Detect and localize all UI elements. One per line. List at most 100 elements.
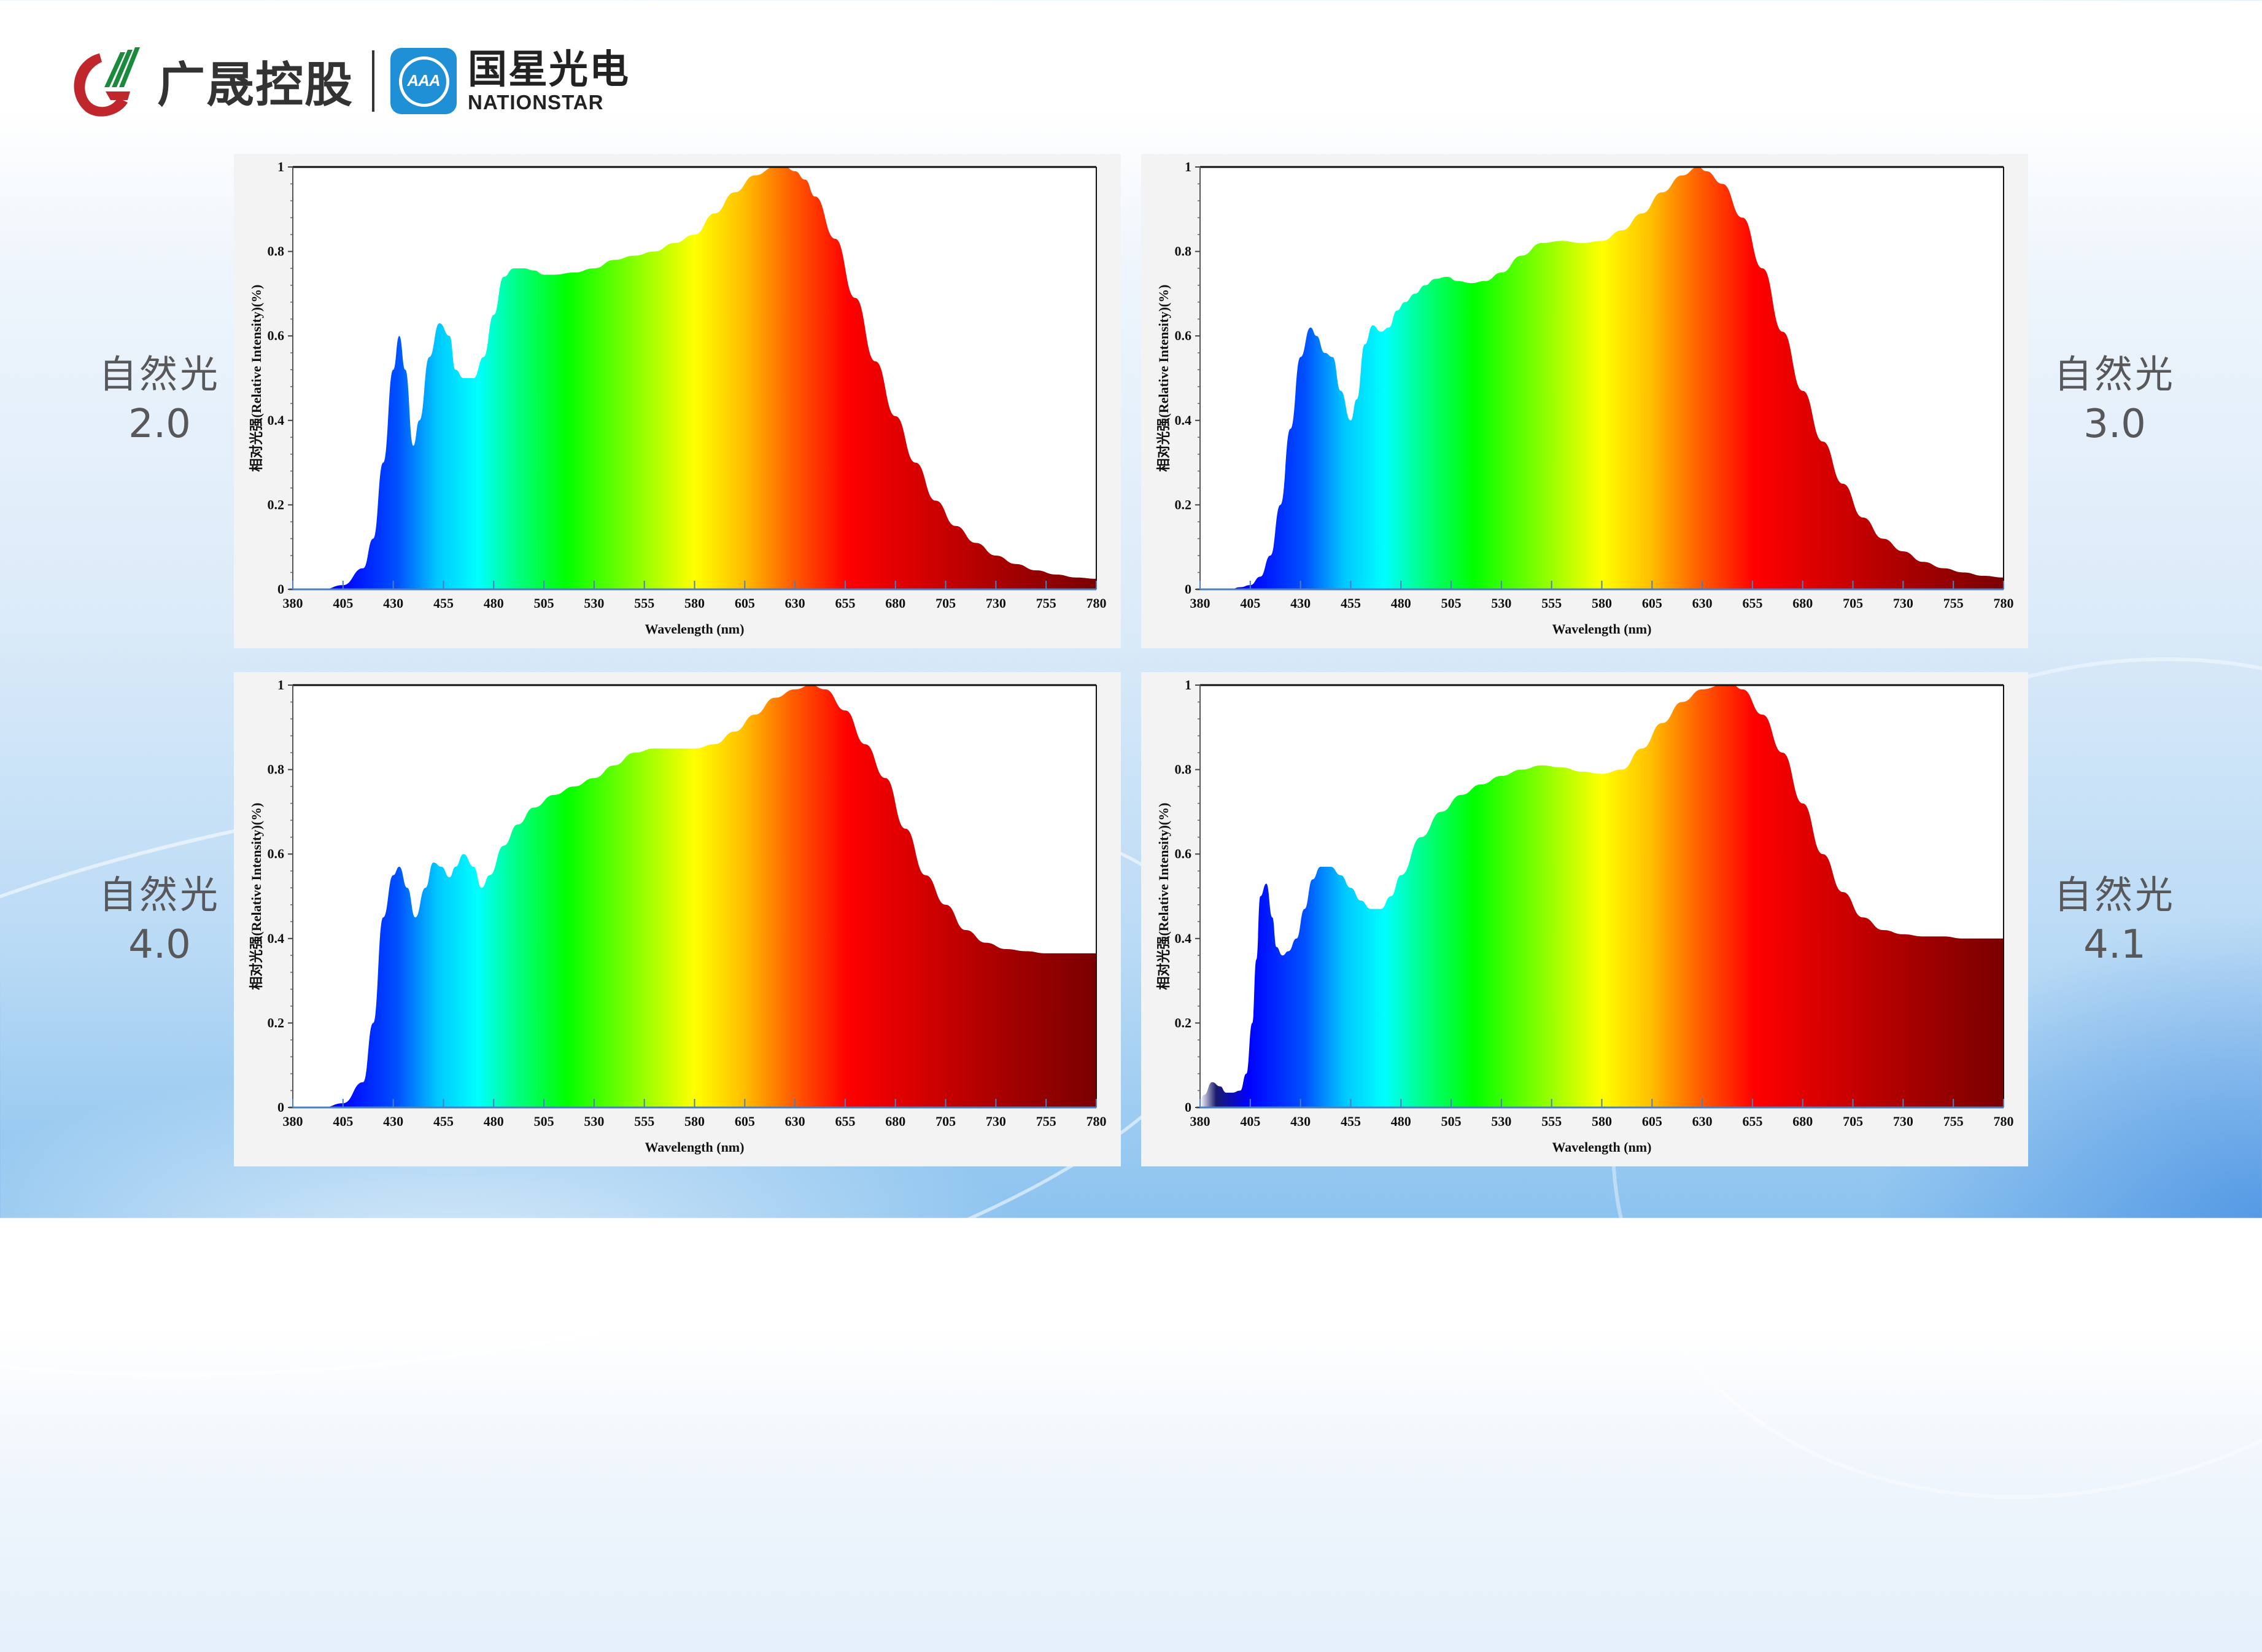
y-axis-title: 相对光强(Relative Intensity)(%) [249,285,264,472]
x-tick-label: 705 [1843,595,1863,611]
spectrum-area [1200,167,2004,589]
y-tick-label: 0.8 [1175,244,1192,259]
x-tick-label: 705 [935,1114,956,1129]
label-version: 2.0 [128,401,191,447]
x-tick-label: 655 [1742,1114,1762,1129]
y-tick-label: 0.6 [1175,846,1192,861]
x-tick-label: 555 [634,1114,654,1129]
guangsheng-brand-name: 广晟控股 [157,58,354,113]
x-tick-label: 405 [333,595,353,611]
y-axis-title: 相对光强(Relative Intensity)(%) [249,803,264,990]
x-tick-label: 530 [584,595,604,611]
spectrum-chart-3-0: 0 0.2 0.4 0.6 0.8 1 380 405 430 455 480 505 530 555 58… [1141,154,2028,648]
y-tick-label: 0.2 [1175,1015,1192,1030]
guangsheng-logo-icon [61,41,153,121]
x-tick-label: 755 [1036,1114,1056,1129]
x-tick-label: 580 [684,1114,705,1129]
x-tick-label: 755 [1036,595,1056,611]
x-tick-label: 730 [1893,1114,1913,1129]
label-title: 自然光 [98,872,220,917]
x-tick-label: 430 [383,1114,403,1129]
x-tick-label: 455 [1341,1114,1361,1129]
x-tick-label: 505 [1441,1114,1462,1129]
nationstar-brand-en: NATIONSTAR [468,91,604,114]
y-tick-label: 0.6 [268,328,285,343]
x-tick-label: 605 [1642,595,1662,611]
spectrum-chart-4-0: 0 0.2 0.4 0.6 0.8 1 380 405 430 455 480 505 530 555 58… [234,672,1121,1166]
y-tick-label: 1 [277,159,284,174]
x-tick-label: 555 [634,595,654,611]
logo-divider [372,50,375,112]
x-tick-label: 630 [785,1114,805,1129]
spectrum-plot: 0 0.2 0.4 0.6 0.8 1 380 405 430 455 480 505 530 555 58… [1156,159,2014,637]
y-tick-label: 1 [1185,677,1191,692]
x-tick-label: 480 [1391,595,1411,611]
x-axis-title: Wavelength (nm) [645,1139,745,1155]
x-tick-label: 630 [1692,595,1713,611]
label-version: 3.0 [2083,401,2146,447]
x-tick-label: 780 [1086,595,1107,611]
nationstar-brand-cn: 国星光电 [468,47,630,93]
x-tick-label: 755 [1943,1114,1964,1129]
y-tick-label: 0.4 [268,931,285,946]
x-axis-title: Wavelength (nm) [1552,621,1652,637]
x-tick-label: 680 [1792,595,1813,611]
x-tick-label: 730 [986,595,1006,611]
x-tick-label: 705 [935,595,956,611]
spectrum-plot: 0 0.2 0.4 0.6 0.8 1 380 405 430 455 480 505 530 555 58… [249,159,1107,637]
x-tick-label: 580 [684,595,705,611]
x-tick-label: 380 [283,1114,303,1129]
x-tick-label: 655 [835,1114,855,1129]
x-tick-label: 530 [584,1114,604,1129]
x-tick-label: 505 [534,1114,554,1129]
x-tick-label: 730 [1893,595,1913,611]
x-tick-label: 455 [433,1114,454,1129]
x-tick-label: 705 [1843,1114,1863,1129]
x-tick-label: 430 [1290,595,1311,611]
nationstar-aaa-icon: AAA [390,48,457,114]
x-tick-label: 480 [484,595,504,611]
label-title: 自然光 [2053,872,2175,917]
spectrum-area [1200,685,2004,1107]
label-natural-light-2-0: 自然光 2.0 [68,350,252,449]
x-tick-label: 780 [1994,1114,2014,1129]
x-tick-label: 730 [986,1114,1006,1129]
spectrum-plot: 0 0.2 0.4 0.6 0.8 1 380 405 430 455 480 505 530 555 58… [1156,677,2014,1155]
y-axis-title: 相对光强(Relative Intensity)(%) [1156,285,1171,472]
y-tick-label: 0.2 [1175,497,1192,512]
y-tick-label: 0.4 [1175,931,1192,946]
y-tick-label: 0.8 [1175,762,1192,777]
x-tick-label: 680 [885,595,905,611]
x-tick-label: 605 [735,1114,755,1129]
nationstar-aaa-text: AAA [407,71,440,90]
y-tick-label: 0 [277,1099,284,1115]
x-tick-label: 630 [785,595,805,611]
x-tick-label: 430 [1290,1114,1311,1129]
nationstar-brand: 国星光电 NATIONSTAR [468,48,630,114]
x-tick-label: 405 [1240,595,1260,611]
x-tick-label: 480 [484,1114,504,1129]
x-tick-label: 605 [1642,1114,1662,1129]
label-natural-light-4-1: 自然光 4.1 [2023,871,2207,970]
x-tick-label: 580 [1592,595,1612,611]
x-tick-label: 480 [1391,1114,1411,1129]
label-title: 自然光 [98,352,220,397]
x-tick-label: 380 [283,595,303,611]
x-tick-label: 555 [1541,1114,1562,1129]
label-version: 4.1 [2083,922,2146,968]
y-tick-label: 0 [1185,581,1191,597]
y-tick-label: 0.8 [268,244,285,259]
label-version: 4.0 [128,922,191,968]
x-tick-label: 530 [1491,1114,1511,1129]
label-natural-light-3-0: 自然光 3.0 [2023,350,2207,449]
y-tick-label: 0 [277,581,284,597]
y-axis-title: 相对光强(Relative Intensity)(%) [1156,803,1171,990]
x-tick-label: 780 [1086,1114,1107,1129]
y-tick-label: 0.4 [268,413,285,428]
x-tick-label: 680 [885,1114,905,1129]
x-tick-label: 605 [735,595,755,611]
y-tick-label: 0.8 [268,762,285,777]
x-tick-label: 780 [1994,595,2014,611]
x-tick-label: 380 [1190,595,1210,611]
x-tick-label: 630 [1692,1114,1713,1129]
